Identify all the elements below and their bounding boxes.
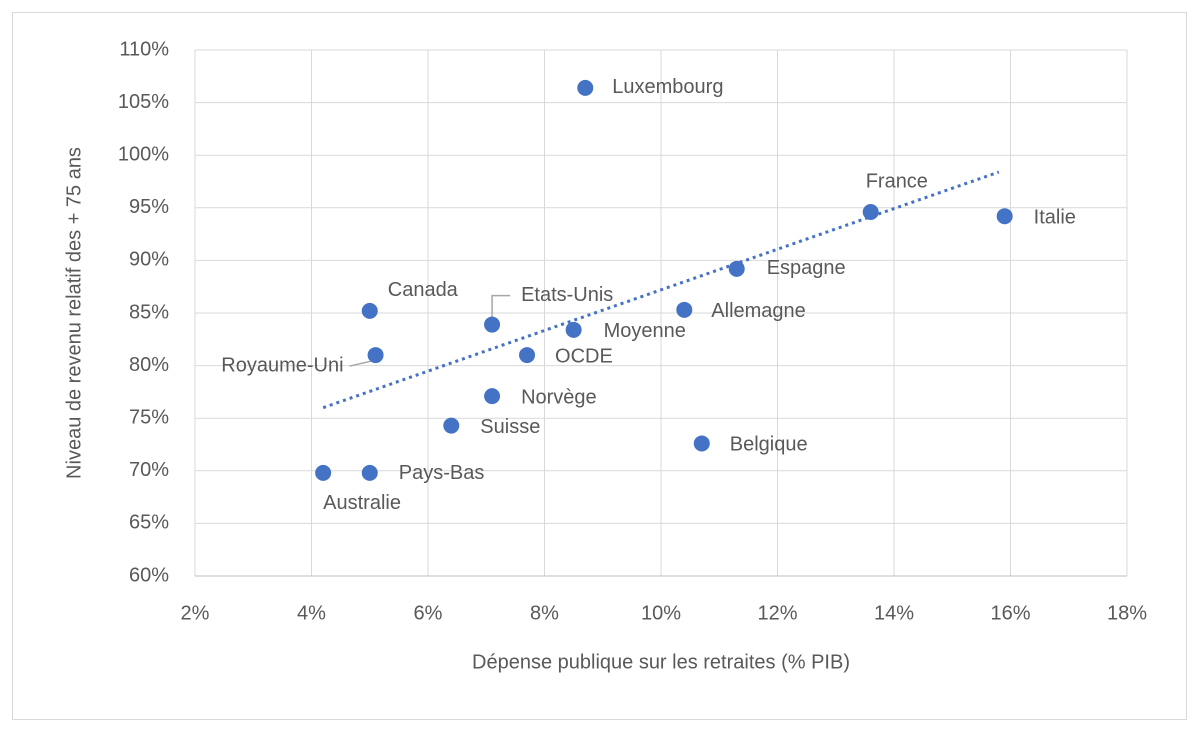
point-label: Moyenne [604,320,686,342]
y-tick-label: 110% [119,38,169,60]
y-tick-label: 75% [129,406,169,428]
point-label: Suisse [480,416,540,438]
data-point [484,316,501,333]
data-point [367,347,384,364]
x-tick-label: 12% [757,602,797,624]
data-point [565,321,582,338]
x-axis-title: Dépense publique sur les retraites (% PI… [472,651,850,673]
data-point [577,79,594,96]
point-label: Pays-Bas [399,462,485,484]
point-label: Belgique [730,434,808,456]
data-point [361,302,378,319]
point-label: Italie [1034,206,1076,228]
point-label: OCDE [555,345,613,367]
x-tick-label: 6% [414,602,443,624]
point-label: Royaume-Uni [221,354,343,376]
data-point [443,417,460,434]
y-tick-label: 70% [129,459,169,481]
point-label: Canada [388,279,459,301]
data-point [676,301,693,318]
data-point [728,260,745,277]
data-point [315,464,332,481]
point-label: Espagne [767,257,846,279]
x-tick-label: 4% [297,602,326,624]
y-tick-label: 85% [129,301,169,323]
data-point [484,388,501,405]
leader-line [349,360,372,367]
x-tick-label: 14% [874,602,914,624]
y-tick-label: 100% [118,143,169,165]
data-point [862,204,879,221]
x-tick-label: 10% [641,602,681,624]
data-point [693,435,710,452]
leader-line [491,294,511,318]
y-tick-label: 60% [129,564,169,586]
x-tick-label: 8% [530,602,559,624]
x-tick-label: 18% [1107,602,1147,624]
y-tick-label: 105% [118,91,169,113]
y-tick-label: 95% [129,196,169,218]
point-label: Etats-Unis [521,284,613,306]
point-label: France [866,170,928,192]
trendline [322,170,1000,410]
x-tick-label: 16% [990,602,1030,624]
data-point [996,208,1013,225]
point-label: Allemagne [711,300,806,322]
data-point [361,464,378,481]
y-tick-label: 65% [129,512,169,534]
data-point [519,347,536,364]
point-label: Australie [323,492,401,514]
y-axis-title: Niveau de revenu relatif des + 75 ans [63,147,85,479]
y-tick-label: 90% [129,249,169,271]
point-label: Luxembourg [612,76,723,98]
x-tick-label: 2% [181,602,210,624]
y-tick-label: 80% [129,354,169,376]
point-label: Norvège [521,386,597,408]
